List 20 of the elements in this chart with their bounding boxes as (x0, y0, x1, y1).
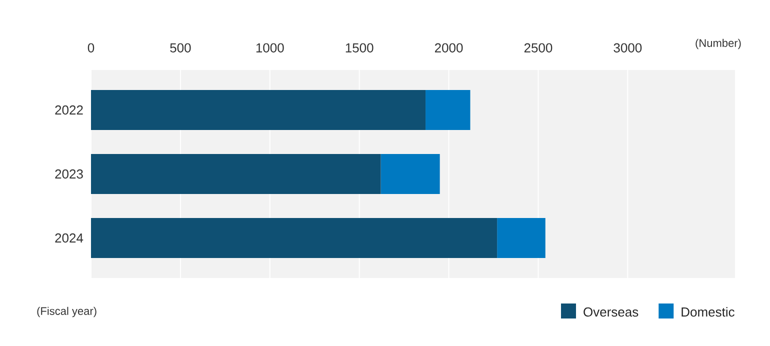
bar (91, 90, 426, 130)
x-tick-label: 3000 (614, 43, 642, 52)
legend-label: Domestic (682, 307, 734, 317)
y-tick-label: 2024 (55, 233, 84, 243)
bar (380, 154, 440, 194)
y-axis-title: (Fiscal year) (37, 306, 96, 318)
y-tick-label: 2022 (55, 105, 83, 115)
x-tick-label: 1000 (256, 43, 284, 52)
x-tick-label: 500 (170, 43, 191, 52)
bar (426, 90, 470, 130)
bar (91, 218, 498, 258)
bar (91, 154, 381, 194)
y-tick-label: 2023 (55, 169, 83, 179)
x-tick-label: 2500 (524, 43, 552, 52)
legend-label: Overseas (584, 307, 638, 317)
x-tick-label: 0 (88, 43, 94, 52)
bar (497, 218, 546, 258)
x-tick-label: 2000 (434, 43, 463, 52)
x-axis-title: (Number) (696, 38, 741, 50)
x-tick-label: 1500 (346, 43, 374, 52)
